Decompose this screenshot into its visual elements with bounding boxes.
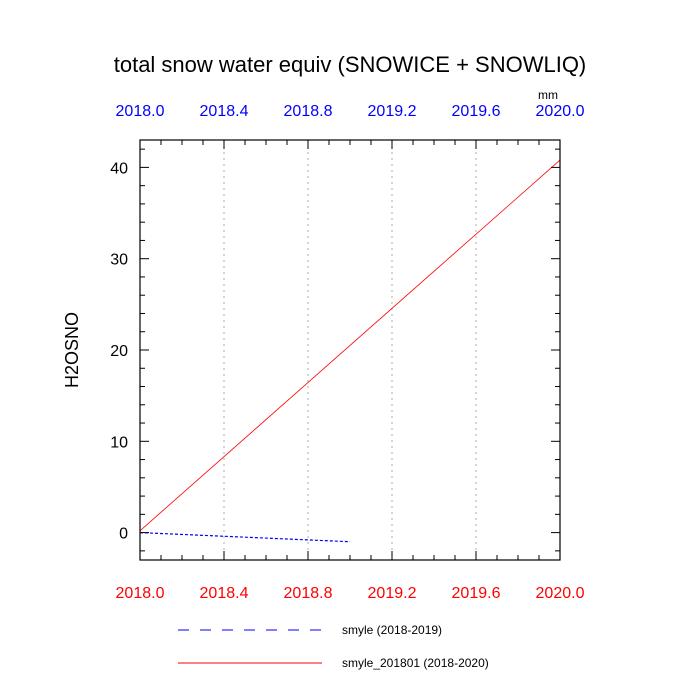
tick-layer (139, 140, 561, 560)
series-line (139, 532, 351, 543)
legend: smyle (2018-2019) smyle_201801 (2018-2020… (178, 623, 489, 670)
y-tick-label: 10 (110, 434, 128, 451)
x-tick-label-top: 2018.8 (284, 103, 333, 120)
chart-title: total snow water equiv (SNOWICE + SNOWLI… (114, 52, 587, 77)
x-tick-label-top: 2019.6 (452, 103, 501, 120)
label-layer: 2018.0 2018.0 2018.4 2018.4 2018.8 2018.8 2019… (110, 103, 584, 602)
x-tick-label-top: 2018.4 (200, 103, 249, 120)
plot-frame (139, 139, 561, 561)
series-line (139, 159, 561, 532)
legend-label: smyle (2018-2019) (342, 623, 442, 637)
x-tick-label-bottom: 2018.0 (116, 585, 165, 602)
x-tick-label-top: 2018.0 (116, 103, 165, 120)
y-axis-label: H2OSNO (62, 312, 82, 388)
legend-label: smyle_201801 (2018-2020) (342, 656, 489, 670)
x-tick-label-bottom: 2019.2 (368, 585, 417, 602)
x-tick-label-bottom: 2019.6 (452, 585, 501, 602)
x-tick-label-bottom: 2018.8 (284, 585, 333, 602)
y-tick-label: 40 (110, 160, 128, 177)
x-tick-label-top: 2019.2 (368, 103, 417, 120)
grid-layer (223, 140, 477, 560)
x-tick-label-bottom: 2018.4 (200, 585, 249, 602)
x-tick-label-bottom: 2020.0 (536, 585, 585, 602)
y-tick-label: 0 (119, 526, 128, 543)
series-layer (139, 159, 561, 543)
units-label: mm (538, 88, 558, 102)
x-tick-label-top: 2020.0 (536, 103, 585, 120)
y-tick-label: 30 (110, 252, 128, 269)
y-tick-label: 20 (110, 343, 128, 360)
